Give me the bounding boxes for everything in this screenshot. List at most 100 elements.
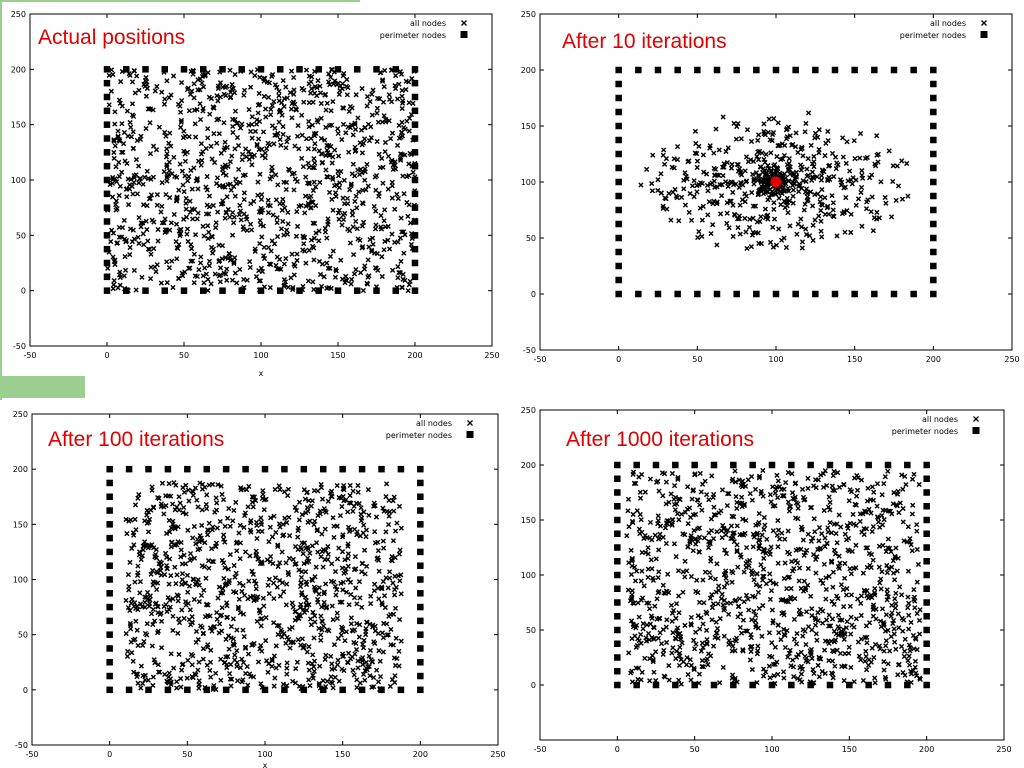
node-marker <box>655 177 661 183</box>
node-marker <box>827 519 833 526</box>
node-marker <box>805 110 812 116</box>
node-marker <box>791 674 797 680</box>
node-marker <box>803 658 809 664</box>
node-marker <box>739 197 746 203</box>
node-marker <box>693 629 699 635</box>
x-tick-label: 250 <box>1004 355 1019 364</box>
node-marker <box>254 117 260 123</box>
node-marker <box>247 527 253 533</box>
node-marker <box>686 505 693 511</box>
node-marker <box>398 134 404 140</box>
node-marker <box>890 501 896 507</box>
node-marker <box>303 569 309 575</box>
perimeter-node <box>200 66 207 73</box>
node-marker <box>335 173 342 179</box>
node-marker <box>366 663 372 670</box>
node-marker <box>734 161 740 168</box>
node-marker <box>138 663 144 669</box>
node-marker <box>822 468 828 474</box>
node-marker <box>762 215 769 221</box>
node-marker <box>206 204 213 210</box>
perimeter-node <box>614 558 621 565</box>
node-marker <box>875 159 881 165</box>
node-marker <box>838 582 845 588</box>
node-marker <box>729 568 735 574</box>
node-marker <box>128 517 134 523</box>
perimeter-node <box>106 479 113 487</box>
node-marker <box>374 110 380 116</box>
node-marker <box>304 607 310 613</box>
node-marker <box>112 109 118 115</box>
node-marker <box>130 191 136 197</box>
perimeter-node <box>125 686 133 694</box>
node-marker <box>292 561 298 568</box>
node-marker <box>206 520 212 526</box>
node-marker <box>269 164 275 170</box>
node-marker <box>135 680 141 686</box>
perimeter-node <box>615 178 622 186</box>
node-marker <box>791 616 798 622</box>
node-marker <box>402 152 408 158</box>
node-marker <box>792 175 798 182</box>
node-marker <box>916 631 923 637</box>
node-marker <box>846 498 852 504</box>
node-marker <box>396 551 402 557</box>
node-marker <box>757 537 763 543</box>
node-marker <box>768 499 774 505</box>
node-marker <box>186 134 192 140</box>
node-marker <box>185 589 191 595</box>
node-marker <box>785 210 791 216</box>
node-marker <box>346 108 352 115</box>
node-marker <box>131 542 137 548</box>
node-marker <box>374 667 380 673</box>
node-marker <box>748 648 754 655</box>
node-marker <box>629 557 635 563</box>
perimeter-node <box>694 66 701 74</box>
node-marker <box>671 501 678 508</box>
node-marker <box>137 601 144 607</box>
node-marker <box>181 128 187 134</box>
node-marker <box>669 470 675 477</box>
node-marker <box>388 557 394 563</box>
node-marker <box>710 643 717 649</box>
node-marker <box>755 137 761 143</box>
y-tick-label: 100 <box>13 576 28 585</box>
node-marker <box>132 579 138 585</box>
node-marker <box>111 155 117 161</box>
node-marker <box>319 496 326 502</box>
node-marker <box>208 95 214 102</box>
node-marker <box>350 508 356 514</box>
node-marker <box>740 617 747 623</box>
node-marker <box>783 597 789 603</box>
perimeter-node <box>106 576 113 583</box>
node-marker <box>146 603 152 609</box>
node-marker <box>135 563 141 569</box>
node-marker <box>232 574 238 580</box>
node-marker <box>258 515 264 521</box>
perimeter-node <box>106 534 113 542</box>
node-marker <box>209 156 215 162</box>
x-tick-label: -50 <box>23 351 36 360</box>
node-marker <box>318 613 324 619</box>
node-marker <box>127 620 133 627</box>
chart-title: After 10 iterations <box>562 30 727 53</box>
perimeter-node <box>103 149 111 156</box>
node-marker <box>819 531 825 537</box>
x-tick-label: 0 <box>615 745 620 754</box>
node-marker <box>255 110 261 116</box>
node-marker <box>707 541 713 547</box>
node-marker <box>720 173 726 179</box>
node-marker <box>361 509 367 515</box>
node-marker <box>775 560 781 566</box>
node-marker <box>275 631 281 638</box>
node-marker <box>392 662 399 669</box>
node-marker <box>336 494 342 501</box>
node-marker <box>700 644 706 651</box>
perimeter-node <box>242 465 249 473</box>
node-marker <box>325 551 331 557</box>
node-marker <box>265 197 271 203</box>
node-marker <box>122 267 129 273</box>
node-marker <box>675 568 682 574</box>
node-marker <box>707 595 714 601</box>
node-marker <box>914 546 920 553</box>
